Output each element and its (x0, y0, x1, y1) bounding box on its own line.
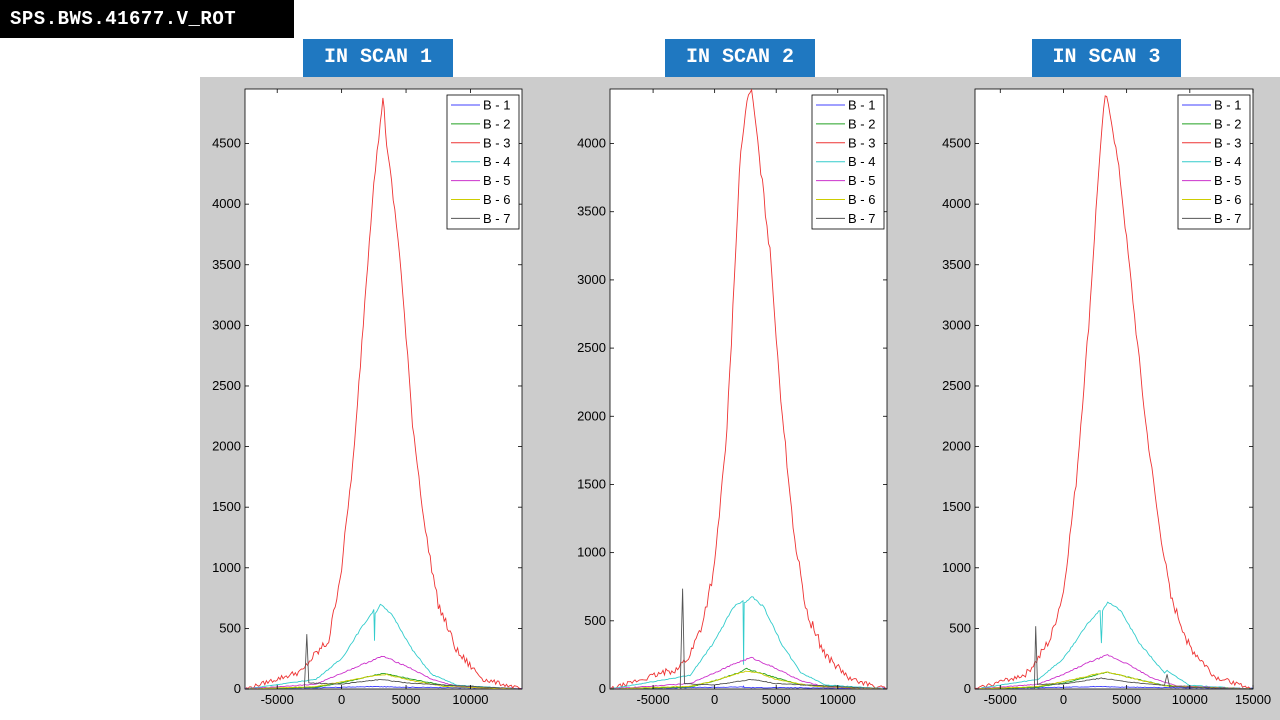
x-tick-label: 10000 (820, 692, 856, 707)
legend-label: B - 5 (848, 173, 875, 188)
y-tick-label: 4000 (942, 196, 971, 211)
chart-2: 0 500 1000 1500 2000 2500 3000 3500 4000 -5000 0 50… (577, 88, 888, 707)
legend-label: B - 6 (483, 192, 510, 207)
y-tick-label: 2500 (577, 340, 606, 355)
y-tick-label: 2500 (212, 378, 241, 393)
scan-label-3: IN SCAN 3 (1032, 39, 1181, 77)
legend-label: B - 1 (483, 98, 510, 113)
x-tick-label: 0 (711, 692, 718, 707)
y-tick-label: 3000 (577, 272, 606, 287)
scan-label-1: IN SCAN 1 (303, 39, 453, 77)
y-tick-label: 3500 (577, 204, 606, 219)
legend-label: B - 7 (848, 211, 875, 226)
x-tick-label: -5000 (984, 692, 1017, 707)
series-line-b-3 (975, 95, 1253, 689)
legend-label: B - 6 (1214, 192, 1241, 207)
legend: B - 1 B - 2 B - 3 B - 4 B - 5 B - 6 B - 7 (446, 94, 520, 230)
legend: B - 1 B - 2 B - 3 B - 4 B - 5 B - 6 B - 7 (811, 94, 885, 230)
y-tick-label: 2000 (577, 408, 606, 423)
y-tick-label: 3000 (212, 317, 241, 332)
series-line-b-4 (975, 601, 1253, 689)
y-tick-label: 2000 (212, 439, 241, 454)
legend-label: B - 1 (1214, 98, 1241, 113)
y-tick-label: 4500 (212, 136, 241, 151)
chart-3: 0 500 1000 1500 2000 2500 3000 3500 4000 4500 -500… (942, 88, 1271, 707)
legend-label: B - 2 (848, 116, 875, 131)
legend-label: B - 3 (848, 135, 875, 150)
x-tick-label: -5000 (261, 692, 294, 707)
y-tick-label: 3500 (942, 257, 971, 272)
y-tick-label: 4000 (212, 196, 241, 211)
y-tick-label: 1000 (942, 560, 971, 575)
x-tick-label: 10000 (452, 692, 488, 707)
y-tick-label: 0 (234, 681, 241, 696)
x-tick-label: 5000 (762, 692, 791, 707)
x-tick-label: 5000 (392, 692, 421, 707)
y-tick-label: 4500 (942, 136, 971, 151)
legend-label: B - 3 (1214, 135, 1241, 150)
x-tick-label: 0 (1060, 692, 1067, 707)
y-tick-label: 3000 (942, 317, 971, 332)
series-line-b-7 (975, 626, 1253, 689)
chart-1: 0 500 1000 1500 2000 2500 3000 3500 4000 4500 -500… (212, 88, 523, 707)
legend: B - 1 B - 2 B - 3 B - 4 B - 5 B - 6 B - 7 (1177, 94, 1251, 230)
legend-label: B - 4 (483, 154, 510, 169)
series-line-b-3 (610, 89, 887, 689)
legend-label: B - 7 (1214, 211, 1241, 226)
y-tick-label: 1500 (577, 476, 606, 491)
x-tick-label: 0 (338, 692, 345, 707)
y-tick-label: 3500 (212, 257, 241, 272)
x-tick-label: 5000 (1112, 692, 1141, 707)
legend-label: B - 7 (483, 211, 510, 226)
series-line-b-7 (245, 634, 522, 689)
y-tick-label: 0 (599, 681, 606, 696)
y-tick-label: 500 (949, 620, 971, 635)
x-tick-label: 10000 (1172, 692, 1208, 707)
y-tick-label: 0 (964, 681, 971, 696)
x-tick-label: -5000 (636, 692, 669, 707)
series-line-b-7 (610, 588, 887, 689)
y-tick-label: 2000 (942, 439, 971, 454)
legend-label: B - 5 (1214, 173, 1241, 188)
y-tick-label: 1500 (942, 499, 971, 514)
legend-label: B - 3 (483, 135, 510, 150)
legend-label: B - 2 (483, 116, 510, 131)
y-tick-label: 500 (219, 620, 241, 635)
series-line-b-4 (610, 596, 887, 689)
page-title: SPS.BWS.41677.V_ROT (0, 0, 294, 38)
legend-label: B - 1 (848, 98, 875, 113)
legend-label: B - 4 (1214, 154, 1241, 169)
y-tick-label: 4000 (577, 136, 606, 151)
y-tick-label: 2500 (942, 378, 971, 393)
series-line-b-3 (245, 97, 522, 689)
series-line-b-6 (245, 673, 522, 689)
legend-label: B - 6 (848, 192, 875, 207)
legend-label: B - 2 (1214, 116, 1241, 131)
legend-label: B - 4 (848, 154, 875, 169)
y-tick-label: 1000 (212, 560, 241, 575)
y-tick-label: 1500 (212, 499, 241, 514)
y-tick-label: 1000 (577, 545, 606, 560)
x-tick-label: 15000 (1235, 692, 1271, 707)
y-tick-label: 500 (584, 613, 606, 628)
legend-label: B - 5 (483, 173, 510, 188)
scan-label-2: IN SCAN 2 (665, 39, 815, 77)
